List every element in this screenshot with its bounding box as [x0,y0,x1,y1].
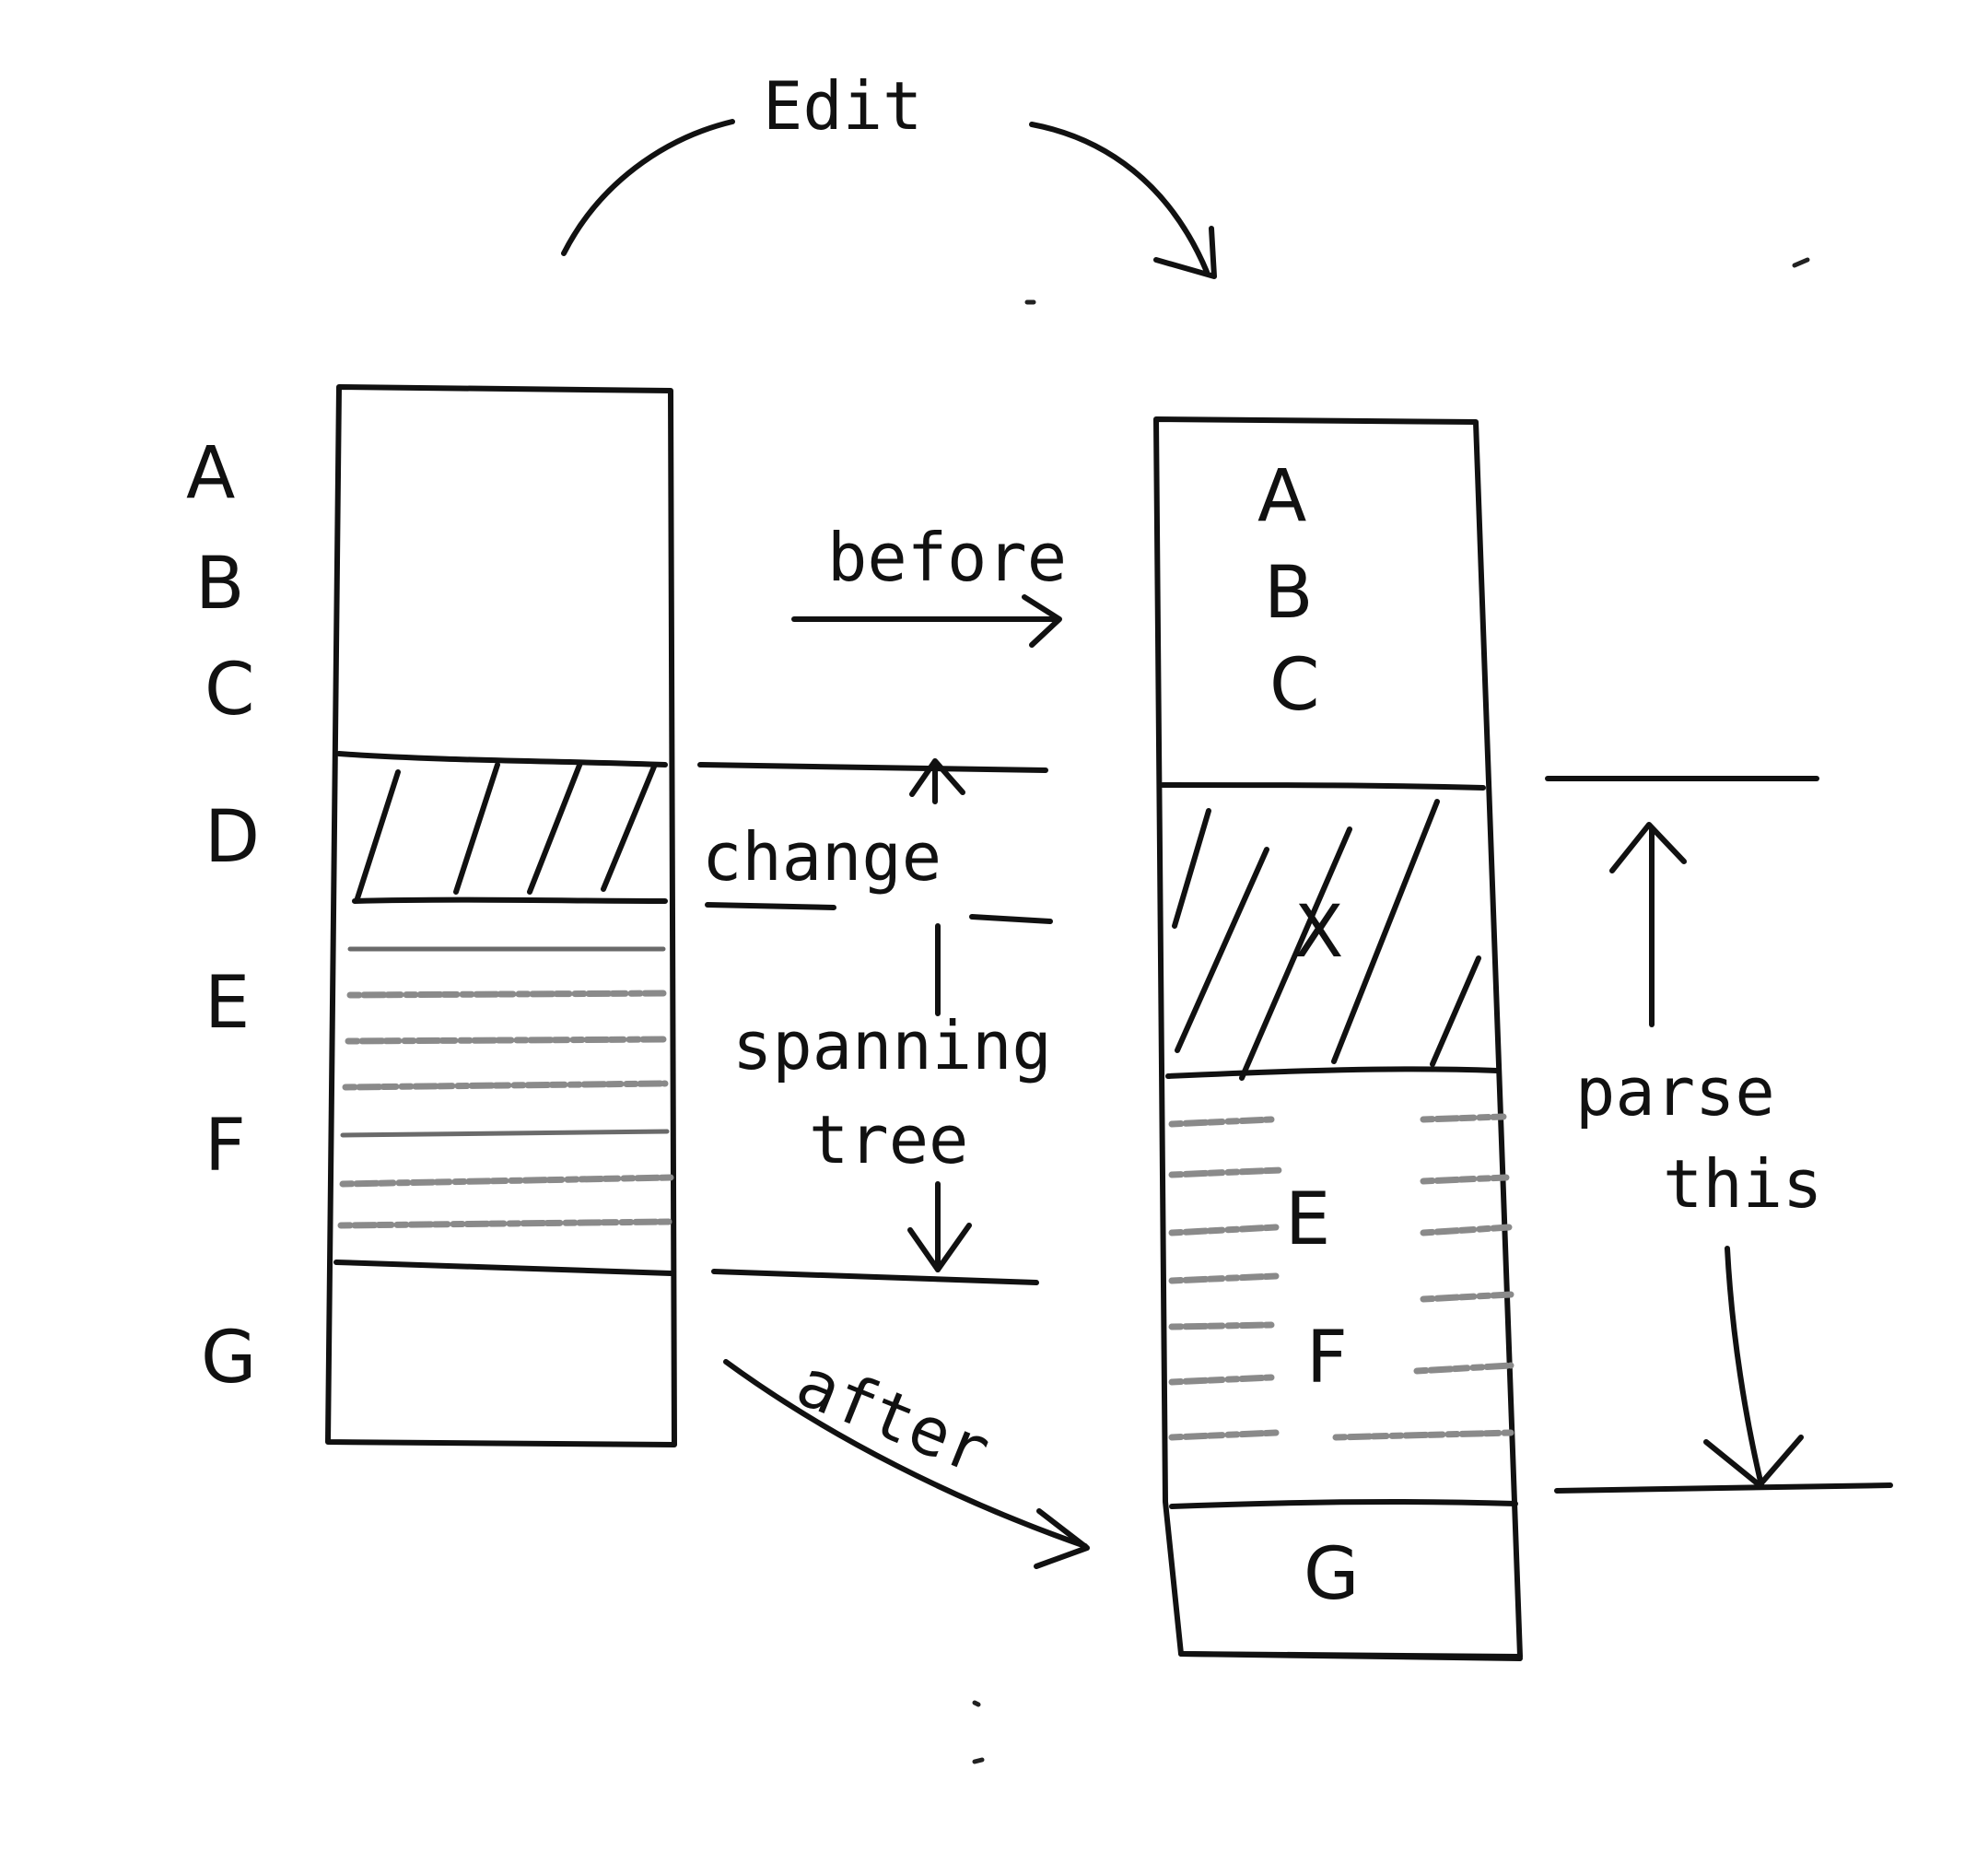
left-spanning-shading [337,946,674,1229]
left-label-c: C [205,649,254,732]
right-column-labels: A B C X E F G [1257,455,1359,1616]
left-column-labels: A B C D E F G [186,432,260,1400]
right-label-g: G [1304,1533,1359,1616]
right-label-x: X [1294,891,1343,974]
this-label: this [1663,1145,1822,1223]
left-column [325,384,677,1447]
stray-marks [972,257,1810,1764]
parse-bracket [1545,776,1893,1494]
change-label: change [702,818,941,896]
left-label-b: B [195,543,245,626]
after-arrow [723,1359,1090,1569]
left-label-g: G [201,1317,256,1400]
left-label-f: F [205,1105,246,1188]
right-column [1153,416,1523,1661]
right-changed-hatching [1172,799,1481,1081]
right-spanning-shading [1168,1113,1514,1441]
right-label-f: F [1306,1317,1348,1400]
left-label-d: D [205,796,260,879]
spanning-bottom-line [711,1269,1039,1285]
right-label-c: C [1269,644,1319,727]
left-changed-hatching [355,760,657,901]
change-bracket [697,762,1053,924]
parse-label: parse [1575,1053,1775,1131]
after-label: after [787,1343,1000,1490]
left-label-a: A [186,432,235,515]
right-label-a: A [1257,455,1306,538]
right-label-e: E [1285,1178,1330,1261]
spanning-tree-arrows [907,758,972,1272]
left-label-e: E [205,962,250,1045]
right-label-b: B [1264,552,1314,635]
edit-arrow [561,119,1217,279]
edit-label: Edit [763,67,922,145]
spanning-label: spanning [732,1007,1052,1084]
tree-label: tree [809,1101,968,1178]
before-label: before [827,519,1067,596]
before-arrow [791,594,1062,648]
